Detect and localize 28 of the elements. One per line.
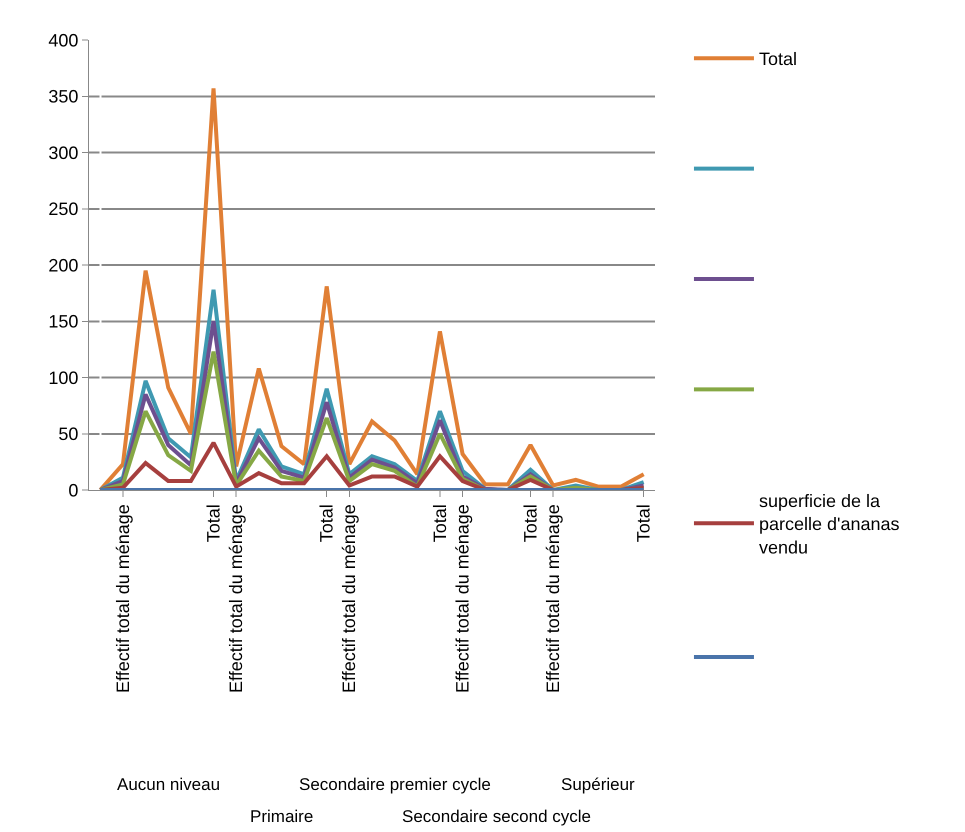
- y-tick-label: 200: [48, 255, 78, 276]
- text: Secondaire second cycle: [402, 807, 592, 826]
- text: Supérieur: [561, 775, 636, 794]
- y-tick-label: 300: [48, 142, 78, 163]
- y-tick-label: 350: [48, 86, 78, 107]
- x-tick-label: Total: [203, 504, 224, 542]
- line-series: [98, 86, 646, 490]
- x-tick-label: Effectif total du ménage: [452, 504, 472, 693]
- legend-label: Total: [758, 49, 797, 70]
- y-tick-label: 0: [68, 480, 78, 500]
- text: Aucun niveau: [117, 775, 220, 794]
- x-tick-label: Effectif total du ménage: [112, 504, 133, 693]
- y-tick-label: 250: [48, 199, 78, 220]
- x-tick-label: Effectif total du ménage: [339, 504, 360, 693]
- x-tick-label: Total: [316, 504, 337, 542]
- x-tick-label: Total: [634, 504, 654, 542]
- y-tick-label: 50: [58, 424, 78, 444]
- x-tick-label: Effectif total du ménage: [226, 504, 246, 693]
- text: Secondaire premier cycle: [299, 775, 491, 794]
- y-tick-label: 400: [48, 30, 78, 50]
- y-tick-label: 150: [48, 312, 78, 332]
- x-tick-label: Total: [520, 504, 540, 542]
- text: Primaire: [250, 807, 314, 826]
- legend-label: superficie de la parcelle d'ananas vendu: [758, 490, 900, 558]
- line-series: [98, 440, 646, 490]
- x-tick-label: Total: [430, 504, 450, 542]
- y-tick-label: 100: [48, 368, 78, 388]
- x-tick-label: Effectif total du ménage: [542, 504, 563, 693]
